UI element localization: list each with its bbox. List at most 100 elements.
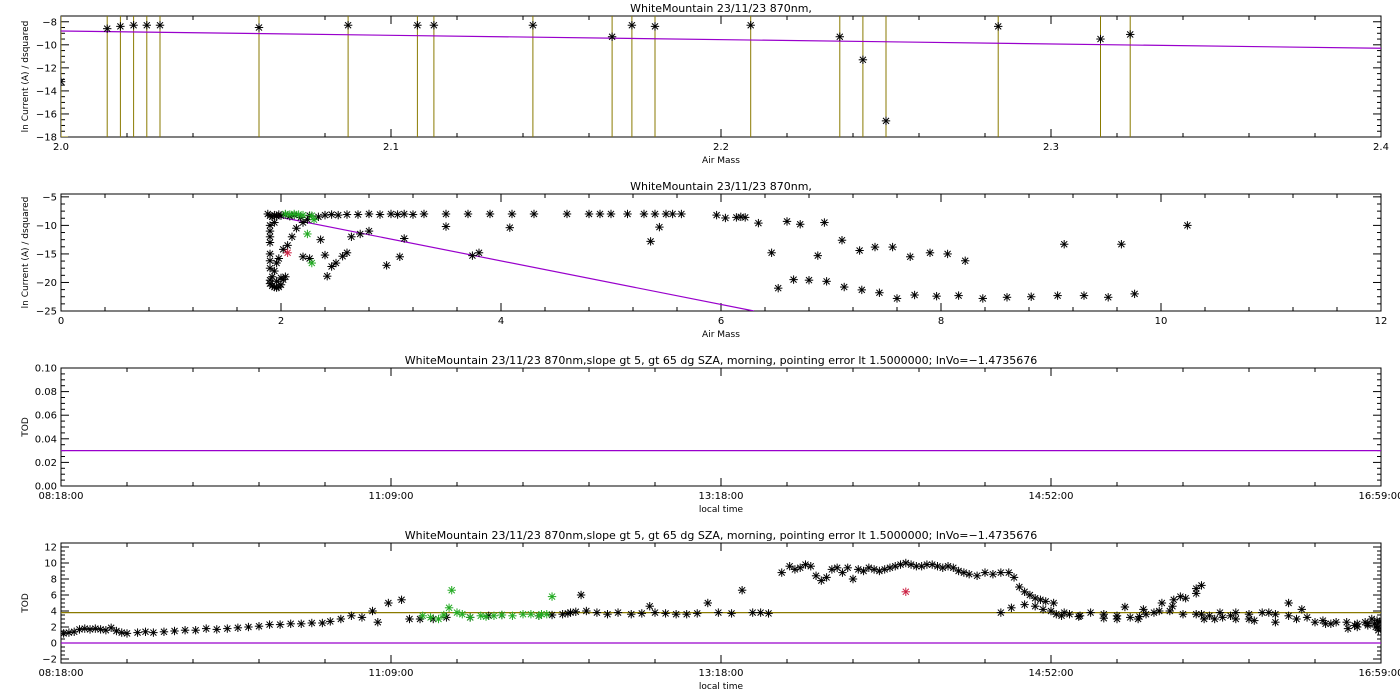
data-point (265, 249, 275, 259)
data-point (650, 22, 660, 31)
data-point (906, 560, 916, 569)
data-point (170, 626, 179, 636)
data-point (400, 234, 409, 243)
data-point (650, 209, 660, 219)
data-point (677, 209, 686, 219)
y-axis-label: ln Current (A) / dsquared (21, 21, 31, 133)
x-tick-label: 2.1 (383, 142, 399, 153)
data-point (1292, 614, 1301, 624)
error-bar (106, 16, 108, 137)
data-point-selected (518, 610, 528, 619)
panel-airmass-zoom: WhiteMountain 23/11/23 870nm, Air Mass ln … (21, 2, 1389, 166)
data-point-selected (452, 608, 462, 617)
data-point (785, 562, 794, 571)
data-point (901, 558, 910, 568)
data-point (881, 116, 891, 126)
data-point (790, 565, 800, 574)
data-point (1192, 610, 1201, 619)
data-point-selected (434, 614, 443, 624)
data-point (875, 566, 884, 576)
data-point (347, 611, 356, 620)
data-point (1199, 614, 1209, 624)
y-tick-label: 12 (44, 543, 57, 554)
data-point (1178, 610, 1188, 619)
data-point (1302, 613, 1312, 622)
x-tick-label: 4 (498, 316, 504, 327)
data-point (822, 573, 831, 582)
data-point (949, 563, 958, 572)
data-point (789, 275, 798, 284)
x-tick-label: 2.2 (713, 142, 729, 153)
data-point (342, 248, 352, 257)
y-tick-label: −25 (36, 307, 57, 318)
data-point (637, 609, 646, 618)
data-point (270, 218, 279, 227)
data-point (276, 273, 286, 283)
data-point (1210, 614, 1219, 624)
x-tick-label: 2.4 (1373, 142, 1389, 153)
x-tick-label: 13:18:00 (699, 668, 744, 679)
data-point (1165, 606, 1174, 616)
data-point (129, 21, 138, 30)
error-bar (862, 16, 864, 137)
x-tick-label: 11:09:00 (369, 668, 414, 679)
data-point (91, 624, 100, 633)
error-bar (258, 16, 260, 137)
data-point (1192, 584, 1201, 593)
data-point (870, 242, 880, 252)
data-point (1370, 619, 1379, 628)
data-point (835, 32, 844, 41)
data-point (1036, 595, 1045, 604)
data-point (994, 22, 1003, 31)
data-point (375, 210, 385, 219)
data-point (528, 21, 538, 30)
data-point (650, 608, 660, 617)
data-point (566, 608, 575, 617)
y-tick-label: −14 (36, 86, 57, 97)
data-point-selected (426, 613, 435, 622)
data-point (837, 236, 847, 245)
data-point (592, 608, 602, 617)
data-point (1046, 606, 1056, 616)
data-point (286, 619, 295, 628)
data-point (932, 291, 941, 301)
data-point (323, 271, 332, 281)
data-point (356, 229, 365, 239)
data-point (943, 249, 952, 259)
data-point (1271, 610, 1280, 619)
data-point (244, 622, 253, 632)
data-point (603, 610, 612, 619)
data-point (1231, 608, 1240, 617)
data-point (804, 275, 814, 285)
data-point (1052, 610, 1061, 619)
data-point (988, 570, 998, 579)
x-tick-label: 2.0 (53, 142, 69, 153)
data-point (782, 217, 792, 226)
y-tick-label: 4 (51, 607, 57, 618)
data-point (122, 629, 132, 638)
data-point (529, 209, 539, 219)
x-tick-label: 11:09:00 (369, 491, 414, 502)
data-point (1139, 605, 1148, 614)
data-point (623, 209, 632, 219)
data-point (1020, 600, 1029, 609)
data-point (133, 628, 142, 637)
data-point (801, 560, 810, 569)
plot-frame (60, 193, 1382, 312)
data-point (382, 261, 391, 270)
data-point (891, 562, 900, 571)
data-point (607, 32, 617, 41)
error-bar (631, 16, 633, 137)
data-point (1271, 618, 1280, 627)
data-point (671, 610, 681, 619)
data-point (103, 24, 112, 33)
data-point (327, 262, 336, 271)
data-point (1065, 610, 1074, 619)
data-point (1099, 614, 1108, 623)
data-point (558, 610, 567, 619)
data-point (1250, 616, 1259, 625)
data-point (848, 574, 858, 584)
data-point (820, 218, 829, 227)
data-point (727, 609, 736, 618)
data-point-selected (285, 210, 294, 219)
